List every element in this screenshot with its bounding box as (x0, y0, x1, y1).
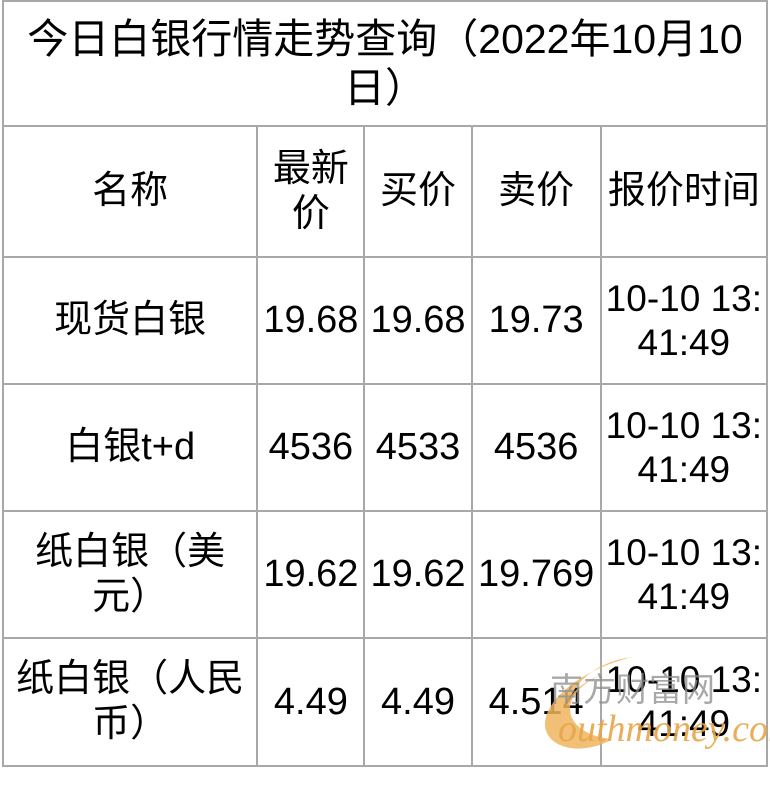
cell-bid-price: 4533 (363, 383, 473, 512)
cell-last-price: 19.68 (256, 256, 366, 385)
cell-name: 白银t+d (1, 383, 259, 512)
page-title: 今日白银行情走势查询（2022年10月10日） (2, 0, 768, 127)
table-row: 纸白银（人民币） 4.49 4.49 4.514 10-10 13:41:49 (1, 637, 769, 767)
cell-last-price: 19.62 (256, 510, 366, 639)
table-row: 白银t+d 4536 4533 4536 10-10 13:41:49 (1, 383, 769, 512)
cell-ask-price: 4.514 (470, 637, 602, 767)
cell-bid-price: 19.62 (363, 510, 473, 639)
silver-quote-table: 今日白银行情走势查询（2022年10月10日） 名称 最新价 买价 卖价 报价时… (1, 0, 769, 767)
cell-quote-time: 10-10 13:41:49 (599, 510, 769, 639)
cell-last-price: 4536 (256, 383, 366, 512)
table-title-row: 今日白银行情走势查询（2022年10月10日） (2, 0, 768, 127)
cell-name: 纸白银（人民币） (1, 637, 259, 767)
table-row: 现货白银 19.68 19.68 19.73 10-10 13:41:49 (1, 256, 769, 385)
cell-quote-time: 10-10 13:41:49 (599, 637, 769, 767)
table-header-row: 名称 最新价 买价 卖价 报价时间 (1, 125, 769, 258)
table-row: 纸白银（美元） 19.62 19.62 19.769 10-10 13:41:4… (1, 510, 769, 639)
column-header-quote-time: 报价时间 (599, 125, 769, 258)
column-header-last-price: 最新价 (256, 125, 366, 258)
column-header-bid-price: 买价 (363, 125, 473, 258)
cell-last-price: 4.49 (256, 637, 366, 767)
cell-ask-price: 19.73 (470, 256, 602, 385)
cell-ask-price: 4536 (470, 383, 602, 512)
cell-quote-time: 10-10 13:41:49 (599, 383, 769, 512)
column-header-name: 名称 (1, 125, 259, 258)
cell-bid-price: 19.68 (363, 256, 473, 385)
cell-bid-price: 4.49 (363, 637, 473, 767)
cell-name: 纸白银（美元） (1, 510, 259, 639)
cell-name: 现货白银 (1, 256, 259, 385)
cell-ask-price: 19.769 (470, 510, 602, 639)
column-header-ask-price: 卖价 (470, 125, 602, 258)
cell-quote-time: 10-10 13:41:49 (599, 256, 769, 385)
